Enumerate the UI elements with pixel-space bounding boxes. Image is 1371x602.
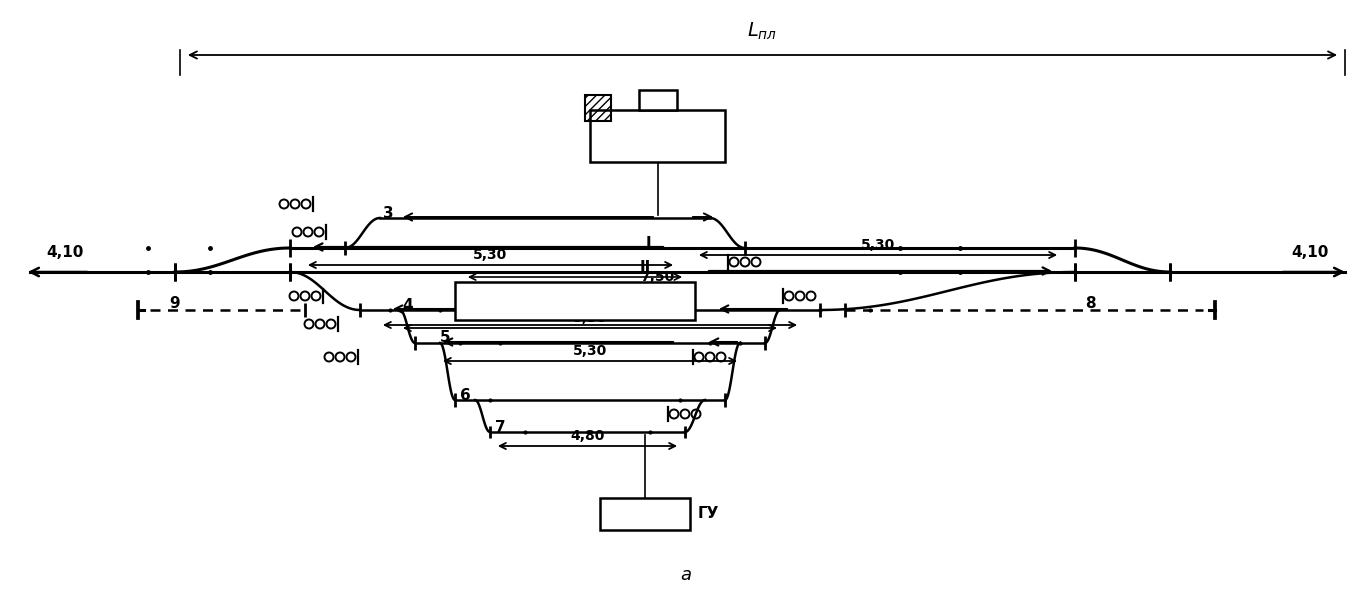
Text: 4: 4: [402, 297, 413, 312]
Text: 3: 3: [383, 205, 393, 220]
Text: 11,80: 11,80: [568, 308, 611, 322]
Text: а: а: [680, 566, 691, 584]
Text: 5,30: 5,30: [573, 344, 607, 358]
Text: 5,30: 5,30: [861, 238, 895, 252]
Text: 7,50: 7,50: [640, 270, 675, 284]
Text: 5,30: 5,30: [473, 248, 507, 262]
Bar: [455, 282, 695, 320]
Text: 6: 6: [461, 388, 470, 403]
Bar: [590, 110, 725, 162]
Bar: [639, 90, 676, 110]
Text: 5: 5: [440, 330, 451, 346]
Text: 4,10: 4,10: [1291, 245, 1328, 260]
Text: 4,80: 4,80: [570, 429, 605, 443]
Text: 5,30: 5,30: [573, 311, 607, 325]
Text: ГУ: ГУ: [698, 506, 720, 521]
Bar: [600, 498, 690, 530]
Text: ПЗ: ПЗ: [684, 113, 709, 128]
Text: I: I: [646, 235, 651, 250]
Text: $L_{\mathregular{пл}}$: $L_{\mathregular{пл}}$: [747, 20, 777, 42]
Text: 9: 9: [170, 297, 181, 311]
Text: 7: 7: [495, 420, 506, 435]
Bar: [585, 95, 611, 121]
Text: II: II: [640, 259, 651, 275]
Text: 4,10: 4,10: [47, 245, 84, 260]
Text: 8: 8: [1084, 297, 1095, 311]
